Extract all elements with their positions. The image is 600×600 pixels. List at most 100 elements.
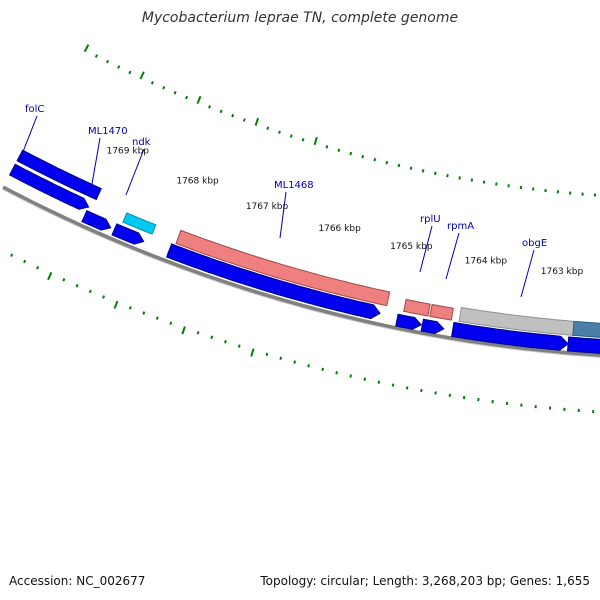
ndk-feature	[122, 212, 157, 235]
tick-mark-inner	[36, 265, 40, 270]
tick-mark-outer	[105, 59, 110, 64]
leader-folC	[18, 115, 38, 163]
tick-mark-inner	[196, 330, 200, 335]
cds-arrow	[451, 321, 569, 351]
tick-mark-inner	[47, 272, 53, 281]
tick-mark-inner	[224, 340, 227, 344]
leader-ML1470	[91, 137, 101, 185]
tick-mark-outer	[117, 65, 121, 69]
gene-label-ndk: ndk	[132, 137, 151, 148]
gene-label-rplU: rplU	[420, 214, 441, 225]
tick-mark-outer	[162, 86, 166, 90]
tick-mark-inner	[62, 278, 66, 282]
tick-mark-outer	[446, 173, 449, 178]
tick-mark-outer	[325, 145, 329, 149]
tick-mark-inner	[102, 295, 106, 299]
cds-arrow	[566, 336, 600, 354]
tick-mark-inner	[169, 321, 173, 325]
cds-arrow	[165, 243, 381, 320]
tick-mark-inner	[88, 289, 92, 294]
tick-mark-inner	[420, 388, 423, 393]
leader-rplU	[419, 225, 433, 273]
tick-mark-outer	[128, 70, 132, 75]
cds-arrow	[111, 223, 145, 245]
kbp-label-1763-kbp: 1763 kbp	[541, 267, 584, 277]
tick-mark-outer	[458, 176, 461, 180]
labels-layer: 1769 kbp 1768 kbp 1767 kbp 1766 kbp 1765 kbp…	[25, 104, 583, 277]
tick-mark-outer	[150, 81, 154, 85]
gene-label-ML1470: ML1470	[88, 126, 128, 137]
backbone-highlight	[1, 188, 600, 358]
rplU-feature	[403, 298, 431, 317]
folC-feature	[16, 149, 102, 201]
cds-arrow	[395, 313, 423, 330]
kbp-label-1767-kbp: 1767 kbp	[246, 202, 289, 212]
leader-ML1468	[279, 191, 287, 239]
kbp-label-1764-kbp: 1764 kbp	[465, 257, 508, 267]
tick-mark-outer	[83, 44, 90, 53]
tick-mark-outer	[434, 171, 437, 175]
gene-label-ML1468: ML1468	[274, 180, 314, 191]
tick-mark-outer	[397, 163, 401, 168]
kbp-tick-marks	[0, 44, 597, 414]
tick-mark-outer	[208, 105, 212, 109]
tick-mark-inner	[391, 383, 395, 387]
genome-summary: Topology: circular; Length: 3,268,203 bp…	[260, 574, 590, 588]
tick-mark-inner	[405, 386, 409, 390]
feature-tracks	[8, 149, 600, 354]
tick-mark-outer	[385, 160, 389, 165]
tick-mark-inner	[210, 335, 214, 340]
tick-mark-inner	[307, 364, 310, 368]
tick-mark-outer	[242, 118, 246, 122]
tick-mark-inner	[279, 356, 283, 361]
tick-mark-inner	[128, 306, 132, 310]
tick-mark-inner	[434, 391, 437, 395]
leader-ndk	[125, 148, 145, 196]
map-title: Mycobacterium leprae TN, complete genome	[141, 10, 459, 26]
rpmA-feature	[429, 303, 454, 321]
tick-mark-inner	[142, 311, 146, 315]
label-leader-lines	[18, 115, 535, 298]
tick-mark-outer	[289, 134, 293, 138]
tick-mark-outer	[266, 126, 270, 130]
kbp-label-1766-kbp: 1766 kbp	[318, 224, 361, 234]
tick-mark-outer	[231, 113, 235, 118]
ML1468-feature	[175, 229, 391, 307]
tick-mark-outer	[94, 54, 99, 58]
obgE-feature-part	[572, 320, 600, 338]
gene-label-obgE: obgE	[522, 238, 547, 249]
tick-mark-outer	[470, 178, 474, 182]
cds-arrow	[420, 318, 445, 335]
backbone-line	[2, 185, 600, 358]
tick-mark-outer	[219, 109, 223, 114]
tick-mark-inner	[10, 253, 14, 257]
tick-mark-outer	[361, 154, 365, 159]
cds-arrow	[81, 210, 112, 231]
genome-backbone	[1, 185, 600, 358]
tick-mark-inner	[377, 380, 381, 384]
tick-mark-outer	[173, 90, 177, 95]
kbp-label-1769-kbp: 1769 kbp	[107, 147, 150, 157]
tick-mark-inner	[155, 316, 159, 320]
cds-arrow	[8, 163, 90, 210]
tick-mark-inner	[181, 326, 186, 335]
accession-text: Accession: NC_002677	[9, 574, 146, 588]
tick-mark-outer	[185, 95, 189, 100]
tick-mark-inner	[23, 259, 27, 264]
leader-obgE	[520, 249, 535, 298]
tick-mark-outer	[301, 138, 305, 142]
kbp-label-1768-kbp: 1768 kbp	[176, 177, 219, 187]
gene-label-rpmA: rpmA	[447, 221, 474, 232]
tick-mark-outer	[337, 148, 341, 152]
tick-mark-inner	[265, 352, 269, 357]
tick-mark-inner	[321, 367, 324, 372]
tick-mark-inner	[75, 283, 79, 288]
tick-mark-inner	[250, 348, 255, 357]
tick-mark-outer	[421, 169, 425, 173]
tick-mark-inner	[113, 300, 119, 309]
tick-mark-inner	[237, 344, 241, 348]
tick-mark-outer	[409, 166, 413, 170]
tick-mark-outer	[373, 158, 377, 162]
tick-mark-outer	[254, 117, 260, 126]
